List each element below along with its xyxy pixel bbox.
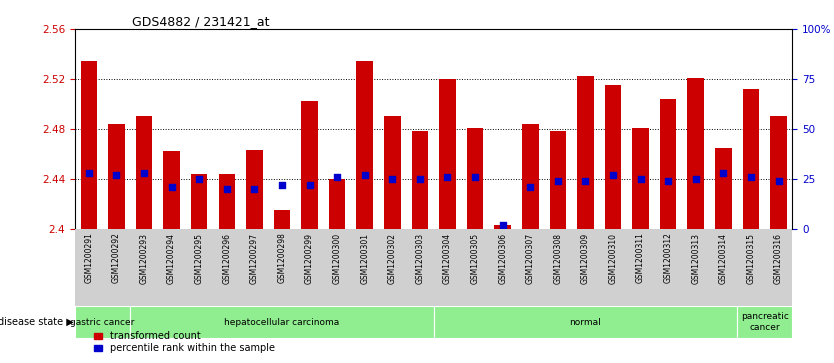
Text: GSM1200297: GSM1200297 <box>250 233 259 284</box>
Bar <box>108 124 125 229</box>
Point <box>303 182 316 188</box>
Point <box>83 170 96 176</box>
Bar <box>191 174 208 229</box>
Text: GSM1200313: GSM1200313 <box>691 233 701 284</box>
Point <box>110 172 123 178</box>
Point <box>661 178 675 184</box>
Text: GSM1200292: GSM1200292 <box>112 233 121 284</box>
Text: GSM1200296: GSM1200296 <box>223 233 231 284</box>
Bar <box>136 117 153 229</box>
Point <box>634 176 647 182</box>
Bar <box>301 101 318 229</box>
Point <box>220 186 234 192</box>
Legend: transformed count, percentile rank within the sample: transformed count, percentile rank withi… <box>94 331 275 353</box>
Bar <box>467 128 484 229</box>
Text: GSM1200295: GSM1200295 <box>194 233 203 284</box>
Text: GSM1200310: GSM1200310 <box>609 233 617 284</box>
Bar <box>605 85 621 229</box>
Point <box>716 170 730 176</box>
Text: GSM1200301: GSM1200301 <box>360 233 369 284</box>
Text: GSM1200307: GSM1200307 <box>525 233 535 284</box>
Text: GSM1200305: GSM1200305 <box>470 233 480 284</box>
Bar <box>75 306 130 338</box>
Text: hepatocellular carcinoma: hepatocellular carcinoma <box>224 318 339 327</box>
Bar <box>356 61 373 229</box>
Bar <box>274 210 290 229</box>
Bar <box>660 99 676 229</box>
Text: gastric cancer: gastric cancer <box>70 318 135 327</box>
Point <box>441 174 455 180</box>
Text: normal: normal <box>570 318 601 327</box>
Bar <box>522 124 539 229</box>
Bar <box>577 77 594 229</box>
Text: GSM1200298: GSM1200298 <box>278 233 286 284</box>
Bar <box>163 151 180 229</box>
Text: GSM1200316: GSM1200316 <box>774 233 783 284</box>
Text: GSM1200311: GSM1200311 <box>636 233 645 284</box>
Point <box>275 182 289 188</box>
Point <box>579 178 592 184</box>
Bar <box>246 150 263 229</box>
Text: GSM1200306: GSM1200306 <box>498 233 507 284</box>
Point <box>248 186 261 192</box>
Text: GSM1200291: GSM1200291 <box>84 233 93 284</box>
Bar <box>81 61 97 229</box>
Text: GSM1200304: GSM1200304 <box>443 233 452 284</box>
Bar <box>219 174 235 229</box>
Point <box>413 176 426 182</box>
Bar <box>434 306 737 338</box>
Bar <box>687 78 704 229</box>
Bar <box>742 89 759 229</box>
Point <box>138 170 151 176</box>
Bar <box>384 117 400 229</box>
Bar <box>737 306 792 338</box>
Point <box>469 174 482 180</box>
Text: GSM1200294: GSM1200294 <box>167 233 176 284</box>
Point <box>496 222 510 228</box>
Bar <box>495 225 511 229</box>
Point <box>524 184 537 190</box>
Point <box>771 178 785 184</box>
Text: GSM1200299: GSM1200299 <box>305 233 314 284</box>
Text: GDS4882 / 231421_at: GDS4882 / 231421_at <box>133 15 270 28</box>
Bar <box>329 179 345 229</box>
Text: GSM1200303: GSM1200303 <box>415 233 425 284</box>
Point <box>330 174 344 180</box>
Bar <box>130 306 434 338</box>
Point <box>744 174 757 180</box>
Text: disease state ▶: disease state ▶ <box>0 317 73 327</box>
Text: GSM1200302: GSM1200302 <box>388 233 397 284</box>
Text: GSM1200312: GSM1200312 <box>664 233 673 284</box>
Bar <box>771 117 786 229</box>
Text: pancreatic
cancer: pancreatic cancer <box>741 312 789 332</box>
Bar <box>632 128 649 229</box>
Point <box>385 176 399 182</box>
Point <box>193 176 206 182</box>
Bar <box>440 79 455 229</box>
Point <box>165 184 178 190</box>
Point <box>358 172 371 178</box>
Bar <box>715 148 731 229</box>
Text: GSM1200308: GSM1200308 <box>553 233 562 284</box>
Bar <box>550 131 566 229</box>
Point <box>551 178 565 184</box>
Text: GSM1200315: GSM1200315 <box>746 233 756 284</box>
Text: GSM1200300: GSM1200300 <box>333 233 342 284</box>
Text: GSM1200309: GSM1200309 <box>581 233 590 284</box>
Text: GSM1200314: GSM1200314 <box>719 233 728 284</box>
Point <box>689 176 702 182</box>
Point <box>606 172 620 178</box>
Text: GSM1200293: GSM1200293 <box>139 233 148 284</box>
Bar <box>412 131 428 229</box>
